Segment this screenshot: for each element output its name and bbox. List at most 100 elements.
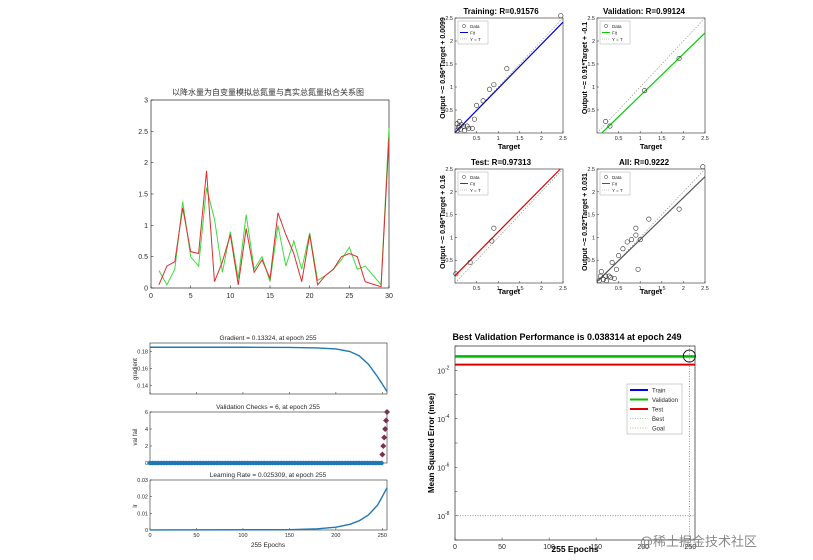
validation-xlabel: Target xyxy=(640,142,663,151)
training-ylabel: Output ~= 0.96*Target + 0.0099 xyxy=(440,17,447,119)
all-data-point xyxy=(629,237,635,243)
main-ytick-label: 1 xyxy=(144,223,148,230)
valfail-marks: 0 2 4 6 xyxy=(145,409,390,467)
all-legend-data-label: Data xyxy=(612,175,622,180)
training-data-point xyxy=(487,86,493,92)
performance-panel: Best Validation Performance is 0.038314 … xyxy=(427,332,696,554)
training-legend-identity-label: Y = T xyxy=(470,37,481,42)
main-ytick-label: 1.5 xyxy=(138,192,148,199)
validation-legend-fit-label: Fit xyxy=(612,31,618,36)
training-data-point xyxy=(491,82,497,88)
training-data-point xyxy=(480,98,486,104)
main-chart-title: 以降水量为自变量模拟总氮量与真实总氮量拟合关系图 xyxy=(172,87,364,97)
performance-ytick-exponent: -6 xyxy=(445,462,450,468)
all-data-point xyxy=(616,253,622,259)
training-data-point xyxy=(456,123,462,129)
main-xtick-label: 20 xyxy=(306,293,314,300)
valfail-fail-point xyxy=(380,443,387,449)
performance-xtick-label: 200 xyxy=(637,544,649,551)
valfail-title: Validation Checks = 6, at epoch 255 xyxy=(216,404,320,411)
all-xtick-label: 1.5 xyxy=(658,286,666,292)
all-xtick-label: 2.5 xyxy=(701,286,709,292)
test-ytick-label: 1 xyxy=(450,235,453,241)
validation-identity-line xyxy=(596,17,706,134)
main-xtick-label: 15 xyxy=(266,293,274,300)
training-xtick-label: 1.5 xyxy=(516,136,524,142)
test-ytick-label: 2.5 xyxy=(445,167,453,173)
valfail-ylabel: val fail xyxy=(133,428,139,445)
gradient-ytick-label: 0.18 xyxy=(137,350,148,356)
all-data-point xyxy=(633,232,639,238)
all-data-point xyxy=(609,259,615,265)
all-ytick-label: 2 xyxy=(592,190,595,196)
main-plot-area xyxy=(150,99,390,289)
all-ytick-label: 1.5 xyxy=(587,213,595,219)
test-xtick-label: 2.5 xyxy=(559,286,567,292)
test-xtick-label: 1.5 xyxy=(516,286,524,292)
test-data-point xyxy=(467,259,473,265)
all-data-point xyxy=(700,164,706,170)
training-xtick-label: 2.5 xyxy=(559,136,567,142)
valfail-fail-point xyxy=(383,417,390,424)
regression-training-panel: Training: R=0.91576 Target Output ~= 0.9… xyxy=(440,7,567,151)
regression-test-panel: Test: R=0.97313 Target Output ~= 0.96*Ta… xyxy=(440,158,567,296)
test-ytick-label: 1.5 xyxy=(445,213,453,219)
test-xtick-label: 1 xyxy=(497,286,500,292)
all-data-point xyxy=(597,273,603,279)
test-xtick-label: 0.5 xyxy=(473,286,481,292)
valfail-fail-point xyxy=(384,409,390,415)
valfail-plot-area xyxy=(149,411,388,464)
training-legend-data-label: Data xyxy=(470,24,480,29)
lr-plot-area xyxy=(149,479,388,531)
performance-legend-label-best: Best xyxy=(652,417,664,423)
training-legend-fit-label: Fit xyxy=(470,31,476,36)
all-data-point xyxy=(606,273,612,279)
all-fit-line xyxy=(596,176,706,283)
test-xlabel: Target xyxy=(498,287,521,296)
training-data-point xyxy=(474,102,480,108)
all-legend-data-marker xyxy=(604,175,608,179)
performance-xtick-label: 100 xyxy=(543,544,555,551)
main-fit-chart: 以降水量为自变量模拟总氮量与真实总氮量拟合关系图 0 5 10 15 20 25 30 0 0.… xyxy=(138,87,393,300)
lr-xtick-label: 100 xyxy=(238,533,247,539)
validation-data-point xyxy=(607,123,613,129)
test-data-point xyxy=(453,271,459,277)
lr-xtick-label: 0 xyxy=(148,533,151,539)
lr-ytick-label: 0.01 xyxy=(137,511,148,517)
training-ytick-label: 2.5 xyxy=(445,16,453,22)
lr-xtick-label: 200 xyxy=(331,533,340,539)
valfail-panel: Validation Checks = 6, at epoch 255 val … xyxy=(133,404,390,467)
performance-xlabel: 255 Epochs xyxy=(551,544,599,554)
performance-ylabel: Mean Squared Error (mse) xyxy=(427,393,436,493)
performance-ytick-label: 10 xyxy=(437,514,445,521)
valfail-fail-point xyxy=(379,451,386,458)
all-xtick-label: 0.5 xyxy=(615,286,623,292)
all-data-point xyxy=(620,246,626,252)
lr-xtick-label: 50 xyxy=(193,533,199,539)
test-legend-data-marker xyxy=(462,175,466,179)
all-data-point xyxy=(598,269,604,275)
test-ytick-label: 2 xyxy=(450,190,453,196)
gradient-plot-area xyxy=(149,342,388,395)
regression-validation-panel: Validation: R=0.99124 Target Output ~= 0… xyxy=(582,7,709,151)
performance-ytick-label: 10 xyxy=(437,417,445,424)
training-data-point xyxy=(471,116,477,122)
training-data-point xyxy=(455,124,461,130)
lr-xlabel: 255 Epochs xyxy=(251,542,286,549)
all-data-point xyxy=(613,266,619,272)
lr-ytick-label: 0 xyxy=(145,528,148,534)
test-ylabel: Output ~= 0.96*Target + 0.16 xyxy=(440,175,447,269)
validation-ytick-label: 1 xyxy=(592,85,595,91)
performance-xtick-label: 250 xyxy=(684,544,696,551)
training-data-point xyxy=(454,128,460,134)
lr-ytick-label: 0.03 xyxy=(137,478,148,484)
training-ytick-label: 1 xyxy=(450,85,453,91)
validation-title: Validation: R=0.99124 xyxy=(603,7,686,16)
test-ytick-label: 0.5 xyxy=(445,258,453,264)
valfail-ytick-label: 4 xyxy=(145,427,148,433)
gradient-ytick-label: 0.16 xyxy=(137,367,148,373)
validation-ytick-label: 2.5 xyxy=(587,16,595,22)
valfail-ytick-label: 6 xyxy=(145,410,148,416)
valfail-ytick-label: 0 xyxy=(145,461,148,467)
